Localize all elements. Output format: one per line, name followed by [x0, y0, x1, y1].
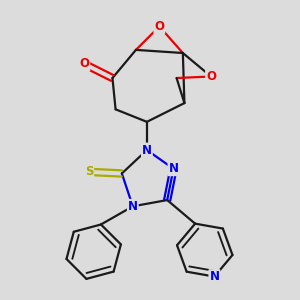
- Text: O: O: [79, 58, 89, 70]
- Text: O: O: [206, 70, 216, 83]
- Text: S: S: [85, 165, 93, 178]
- Text: N: N: [169, 162, 178, 175]
- Text: N: N: [128, 200, 138, 213]
- Text: O: O: [154, 20, 164, 33]
- Text: N: N: [209, 270, 219, 283]
- Text: N: N: [142, 143, 152, 157]
